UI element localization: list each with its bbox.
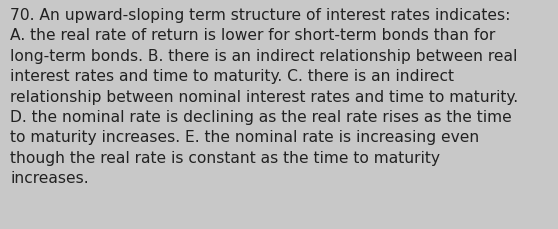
Text: 70. An upward-sloping term structure of interest rates indicates:
A. the real ra: 70. An upward-sloping term structure of … [10, 8, 518, 185]
